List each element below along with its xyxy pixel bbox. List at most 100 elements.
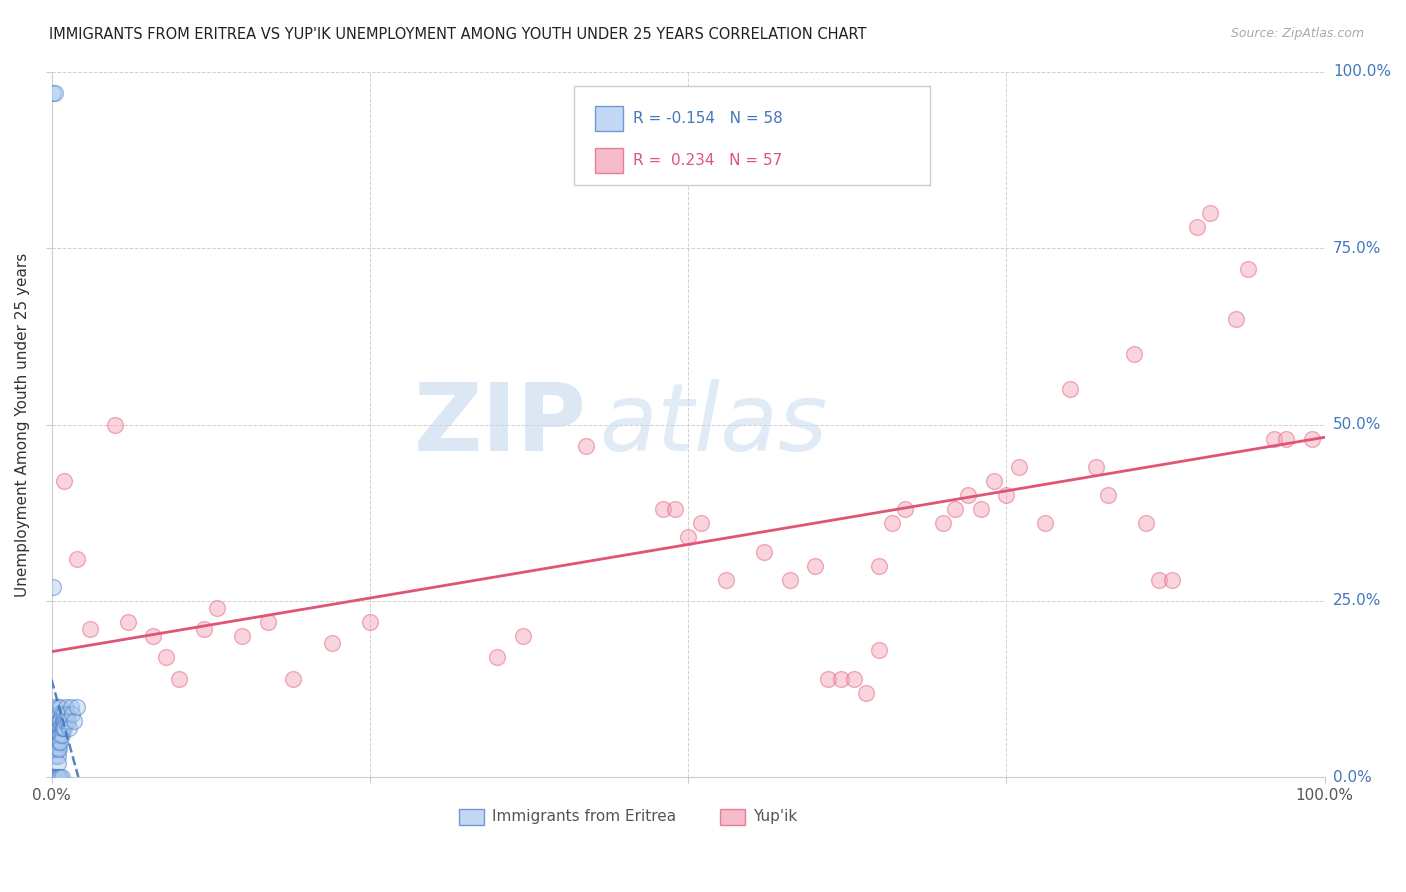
Point xyxy=(45,735,67,749)
Point xyxy=(1301,432,1323,446)
Y-axis label: Unemployment Among Youth under 25 years: Unemployment Among Youth under 25 years xyxy=(15,252,30,597)
Point xyxy=(44,735,66,749)
Point xyxy=(42,771,65,785)
Point xyxy=(1275,432,1298,446)
Point xyxy=(46,742,69,756)
Point xyxy=(66,551,89,566)
Point xyxy=(51,771,73,785)
Point xyxy=(893,502,915,516)
Point xyxy=(45,742,67,756)
FancyBboxPatch shape xyxy=(595,106,623,131)
Point xyxy=(51,706,73,721)
Point xyxy=(283,672,305,686)
Point xyxy=(754,544,776,558)
Point xyxy=(1008,459,1031,474)
Point xyxy=(48,706,70,721)
Point xyxy=(49,735,72,749)
Point xyxy=(1199,205,1222,219)
Point xyxy=(49,771,72,785)
Point xyxy=(664,502,686,516)
Point xyxy=(49,721,72,735)
Point xyxy=(257,615,280,629)
Point xyxy=(155,650,177,665)
Text: 100.0%: 100.0% xyxy=(1333,64,1391,79)
Point xyxy=(49,699,72,714)
Point xyxy=(970,502,993,516)
Point xyxy=(1237,262,1260,277)
Text: 50.0%: 50.0% xyxy=(1333,417,1381,432)
Point xyxy=(48,714,70,728)
Point xyxy=(60,706,83,721)
Point xyxy=(48,735,70,749)
Point xyxy=(58,721,80,735)
Point xyxy=(48,771,70,785)
Point xyxy=(48,728,70,742)
Point xyxy=(53,721,76,735)
Point xyxy=(46,721,69,735)
Point xyxy=(945,502,967,516)
Point xyxy=(1084,459,1107,474)
Text: 75.0%: 75.0% xyxy=(1333,241,1381,255)
Point xyxy=(46,714,69,728)
Point xyxy=(995,488,1018,502)
Point xyxy=(1147,573,1170,587)
Point xyxy=(44,771,66,785)
Point xyxy=(56,714,79,728)
Point xyxy=(1160,573,1182,587)
Point xyxy=(1225,311,1247,326)
Text: Source: ZipAtlas.com: Source: ZipAtlas.com xyxy=(1230,27,1364,40)
Point xyxy=(55,699,77,714)
Point xyxy=(880,516,903,531)
Point xyxy=(53,474,76,488)
Point xyxy=(53,714,76,728)
Point xyxy=(512,629,534,643)
Point xyxy=(193,622,215,636)
Point xyxy=(46,735,69,749)
Point xyxy=(842,672,865,686)
Point xyxy=(830,672,852,686)
Point xyxy=(46,699,69,714)
Point xyxy=(53,706,76,721)
Point xyxy=(49,728,72,742)
Point xyxy=(205,601,228,615)
Text: 0.0%: 0.0% xyxy=(1333,770,1372,785)
Point xyxy=(44,749,66,764)
Point xyxy=(46,749,69,764)
Point xyxy=(48,742,70,756)
Text: R =  0.234   N = 57: R = 0.234 N = 57 xyxy=(633,153,783,169)
Point xyxy=(42,714,65,728)
Text: Immigrants from Eritrea: Immigrants from Eritrea xyxy=(492,809,676,824)
Point xyxy=(45,706,67,721)
Point xyxy=(104,417,127,432)
Point xyxy=(42,580,65,594)
Point xyxy=(983,474,1005,488)
Point xyxy=(55,714,77,728)
Point xyxy=(957,488,980,502)
Point xyxy=(1135,516,1157,531)
Point xyxy=(817,672,839,686)
Point xyxy=(46,771,69,785)
Point xyxy=(45,728,67,742)
Point xyxy=(1263,432,1285,446)
Point xyxy=(1097,488,1119,502)
Point xyxy=(804,558,827,573)
Point xyxy=(52,714,75,728)
Point xyxy=(44,728,66,742)
Point xyxy=(44,742,66,756)
Text: IMMIGRANTS FROM ERITREA VS YUP'IK UNEMPLOYMENT AMONG YOUTH UNDER 25 YEARS CORREL: IMMIGRANTS FROM ERITREA VS YUP'IK UNEMPL… xyxy=(49,27,866,42)
Point xyxy=(689,516,711,531)
Point xyxy=(321,636,343,650)
FancyBboxPatch shape xyxy=(458,809,485,825)
Point xyxy=(45,771,67,785)
Point xyxy=(142,629,165,643)
Point xyxy=(231,629,253,643)
Text: ZIP: ZIP xyxy=(413,378,586,470)
Point xyxy=(44,86,66,100)
Point xyxy=(932,516,955,531)
Point xyxy=(42,86,65,100)
Point xyxy=(51,728,73,742)
Point xyxy=(46,756,69,771)
Point xyxy=(676,531,699,545)
Point xyxy=(651,502,673,516)
Point xyxy=(56,706,79,721)
